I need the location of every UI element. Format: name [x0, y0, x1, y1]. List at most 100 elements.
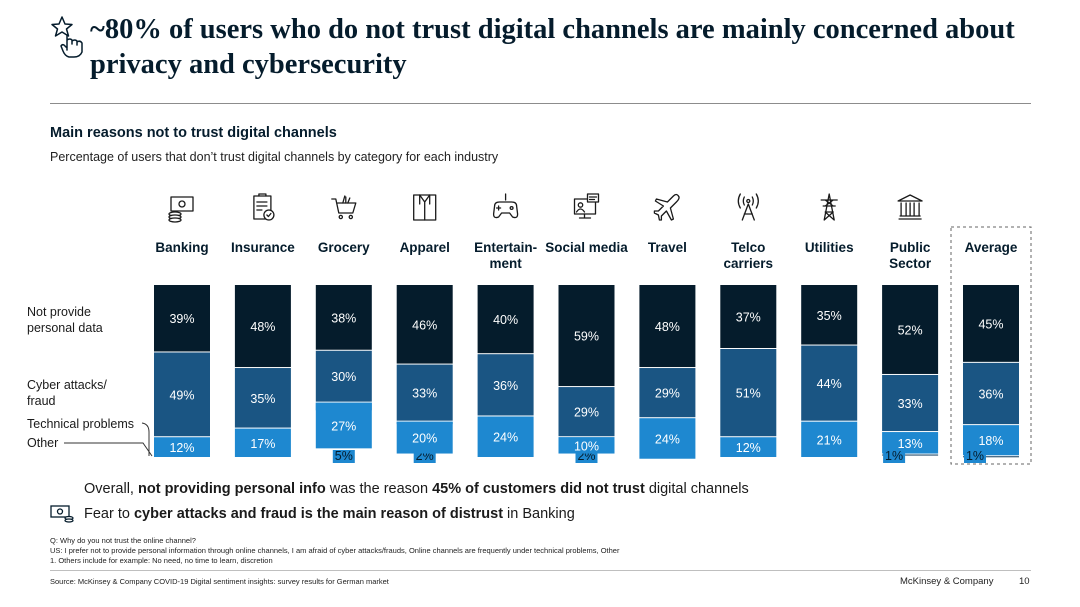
bar-segment: [963, 285, 1019, 362]
bar-segment: [639, 285, 696, 368]
data-label: 51%: [736, 387, 761, 401]
bar-segment: [801, 421, 858, 457]
star-hand-icon: [51, 16, 83, 58]
data-label: 27%: [331, 419, 356, 433]
legend-label: Other: [27, 436, 58, 450]
bar-segment: [396, 421, 453, 454]
bar-segment: [882, 285, 939, 374]
data-label: 38%: [331, 311, 356, 325]
survey-question: Q: Why do you not trust the online chann…: [50, 536, 196, 545]
data-label: 36%: [493, 379, 518, 393]
bar-segment: [315, 285, 372, 350]
bar-segment: [477, 416, 534, 457]
bar-segment: [315, 402, 372, 449]
takeaway1-prefix: Overall,: [84, 481, 138, 497]
legend-label: Technical problems: [27, 417, 134, 431]
series-legend: Other Technical problems Not provide person…: [27, 305, 153, 457]
source-note: Source: McKinsey & Company COVID-19 Digi…: [50, 577, 389, 586]
data-label: 29%: [574, 406, 599, 420]
data-label: 35%: [250, 392, 275, 406]
category-label: ment: [489, 256, 522, 271]
bank-icon: [168, 196, 194, 223]
data-label: 39%: [169, 312, 194, 326]
legend-label: Not provide: [27, 305, 91, 319]
bar-group: 52% 33% 13%1%: [882, 285, 939, 463]
bar-segment: [154, 352, 210, 437]
data-label: 37%: [736, 311, 761, 325]
category-label: Utilities: [805, 240, 854, 255]
bars: 39%49%12%48%35%17%38%30%5%46%33%2%40%36%…: [154, 285, 1019, 463]
bar-group: 45% 36% 18%1%: [963, 285, 1019, 463]
takeaway2-prefix: Fear to: [84, 506, 134, 522]
takeaway1-bold1: not providing personal info: [138, 481, 326, 497]
category-label: Entertain-: [474, 240, 537, 255]
survey-options: US: I prefer not to provide personal inf…: [50, 546, 620, 555]
industry-icons: [168, 193, 923, 223]
bar-segment: [234, 428, 291, 457]
category-label: Average: [965, 240, 1018, 255]
data-label: 18%: [978, 434, 1003, 448]
category-label: Public: [890, 240, 931, 255]
category-labels: Banking Insurance Grocery Apparel Entertain-…: [155, 240, 1018, 271]
small-label-box: [332, 450, 355, 463]
bar-group: 35% 44% 21%: [801, 285, 858, 457]
data-label: 1%: [966, 449, 984, 463]
data-label: 13%: [898, 437, 923, 451]
bar-segment: [315, 350, 372, 402]
bar-segment: [154, 437, 210, 457]
category-label: Sector: [889, 256, 932, 271]
category-label: Insurance: [231, 240, 295, 255]
stacked-bar-chart: 39%49%12%48%35%17%38%30%5%46%33%2%40%36%…: [27, 193, 1032, 465]
bank-icon: [50, 505, 74, 523]
footnote: 1. Others include for example: No need, …: [50, 556, 273, 565]
bar-segment: [477, 285, 534, 354]
chart-title: Main reasons not to trust digital channe…: [50, 125, 337, 141]
data-label: 24%: [655, 432, 680, 446]
bar-segment: [234, 368, 291, 428]
data-label: 1%: [885, 449, 903, 463]
data-label: 12%: [169, 441, 194, 455]
entertainment-icon: [492, 193, 519, 219]
bar-segment: [558, 437, 615, 454]
data-label: 33%: [412, 387, 437, 401]
bar-segment: [882, 374, 939, 432]
legend-label: Cyber attacks/: [27, 378, 107, 392]
page-title: ~80% of users who do not trust digital c…: [90, 14, 1015, 80]
bar-group: 59%29%2%: [558, 285, 615, 463]
data-label: 5%: [335, 449, 353, 463]
bar-segment: [558, 285, 615, 387]
bar-segment: [234, 285, 291, 368]
data-label: 20%: [412, 432, 437, 446]
data-label: 49%: [169, 388, 194, 402]
category-label: Social media: [545, 240, 628, 255]
category-label: carriers: [724, 256, 774, 271]
data-label: 30%: [331, 370, 356, 384]
brand-name: McKinsey & Company: [900, 576, 994, 587]
data-label: 17%: [250, 437, 275, 451]
data-label: 10%: [574, 439, 599, 453]
telco-icon: [737, 193, 759, 221]
bar-segment: [720, 349, 777, 437]
apparel-icon: [413, 194, 437, 221]
data-label: 33%: [898, 397, 923, 411]
bar-segment: [639, 418, 696, 459]
travel-icon: [653, 193, 680, 221]
bar-segment: [477, 354, 534, 416]
takeaway1-suffix: digital channels: [644, 481, 749, 497]
category-label: Apparel: [400, 240, 450, 255]
footer-divider: [50, 570, 1031, 571]
bar-group: 40% 36% 24%: [477, 285, 534, 457]
data-label: 59%: [574, 330, 599, 344]
takeaway-banking: Fear to cyber attacks and fraud is the m…: [84, 506, 575, 522]
data-label: 21%: [817, 433, 842, 447]
data-label: 35%: [817, 309, 842, 323]
takeaway1-mid: was the reason: [325, 481, 433, 497]
grocery-icon: [331, 195, 357, 220]
bar-group: 39% 49% 12%: [154, 285, 210, 457]
chart-subtitle: Percentage of users that don’t trust dig…: [50, 150, 499, 164]
insurance-icon: [253, 193, 275, 221]
category-label: Telco: [731, 240, 765, 255]
bar-segment: [154, 285, 210, 352]
bar-group: 46%33%2%: [396, 285, 453, 463]
bar-segment: [720, 437, 777, 457]
